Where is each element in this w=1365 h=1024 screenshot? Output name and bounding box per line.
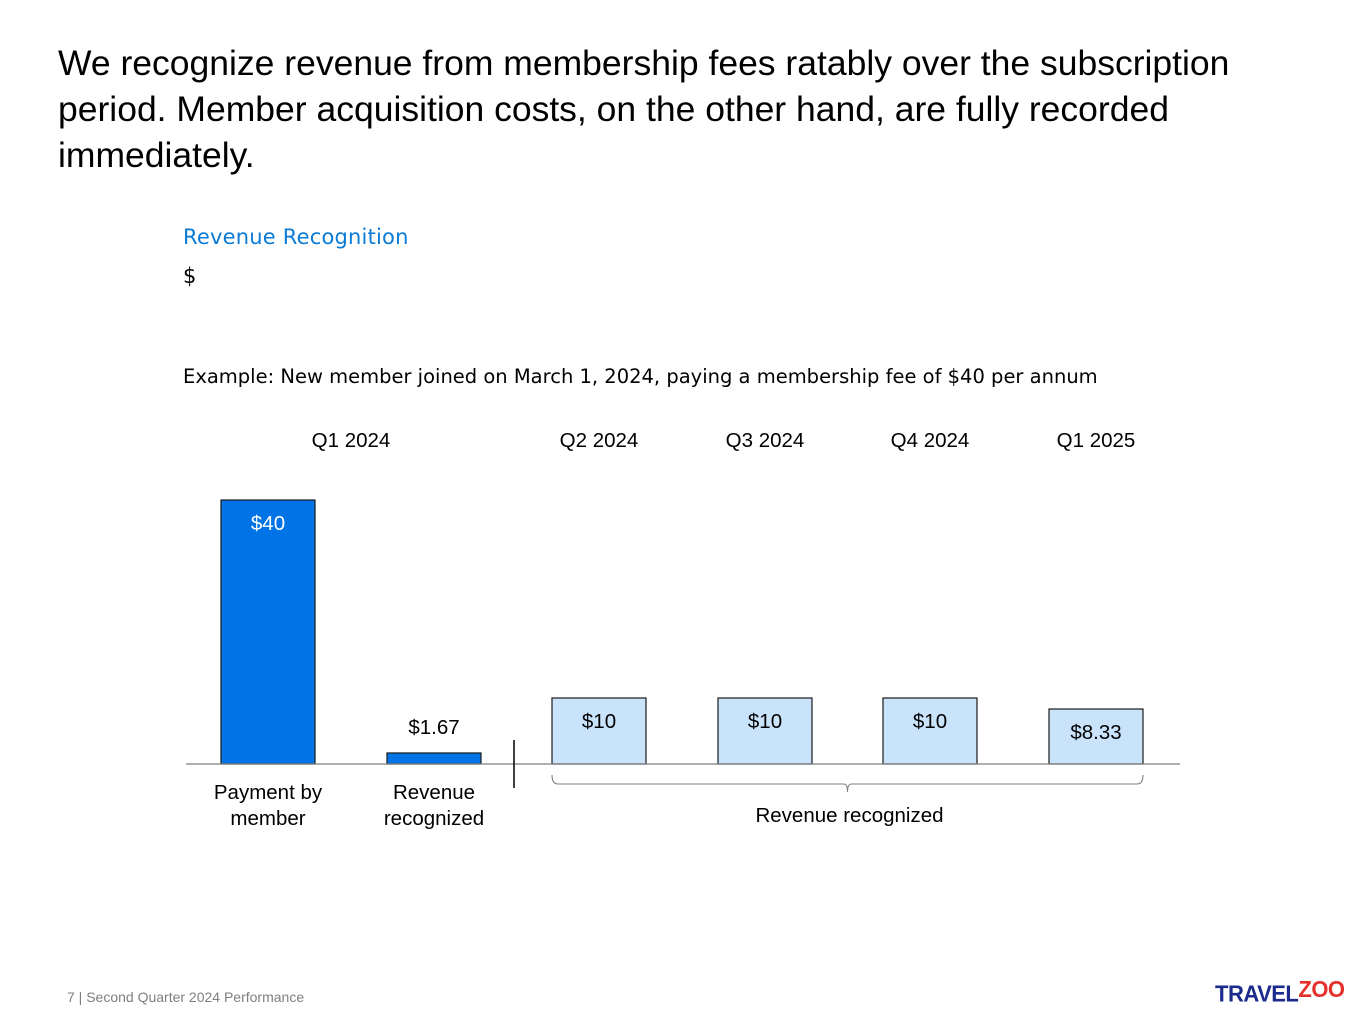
bar (717, 697, 813, 765)
bar-value-label: $1.67 (408, 716, 459, 739)
bar (386, 752, 482, 765)
group-bracket (551, 774, 1144, 793)
category-label: recognized (384, 807, 484, 830)
group-annotation-label: Revenue recognized (755, 804, 943, 827)
period-label: Q4 2024 (891, 429, 970, 452)
travelzoo-logo: TRAVELZOO (1215, 976, 1345, 1007)
period-label: Q2 2024 (560, 429, 639, 452)
category-label: Payment by (214, 781, 323, 804)
logo-part-1: TRAVEL (1215, 980, 1299, 1007)
period-label: Q3 2024 (726, 429, 805, 452)
bar (220, 499, 316, 765)
category-label: Revenue (393, 781, 475, 804)
headline: We recognize revenue from membership fee… (58, 43, 1230, 175)
period-label: Q1 2024 (312, 429, 391, 452)
bar-value-label: $10 (582, 710, 616, 733)
bar-value-label: $10 (913, 710, 947, 733)
period-label: Q1 2025 (1057, 429, 1136, 452)
example-note: Example: New member joined on March 1, 2… (183, 365, 1098, 388)
chart-title: Revenue Recognition (183, 225, 409, 249)
bar (1048, 708, 1144, 765)
footer-page-label: 7 | Second Quarter 2024 Performance (67, 989, 305, 1005)
bar-value-label: $10 (748, 710, 782, 733)
logo-part-2: ZOO (1298, 976, 1345, 1003)
bar (551, 697, 647, 765)
category-label: member (230, 807, 305, 830)
chart-unit-label: $ (183, 264, 197, 288)
bar-value-label: $8.33 (1070, 721, 1121, 744)
bar (882, 697, 978, 765)
bar-value-label: $40 (251, 512, 285, 535)
